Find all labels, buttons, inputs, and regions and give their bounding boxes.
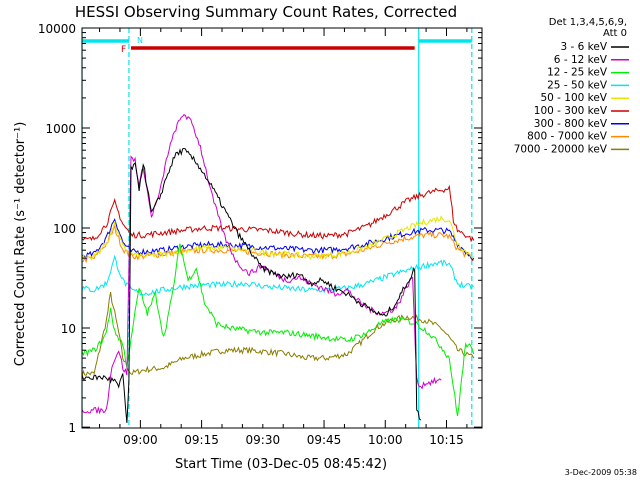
x-tick-label: 09:30 <box>246 433 281 447</box>
legend-entry-300-800-kev: 300 - 800 keV <box>534 118 608 130</box>
legend-entry-800-7000-kev: 800 - 7000 keV <box>527 131 608 143</box>
timestamp: 3-Dec-2009 05:38 <box>565 468 637 477</box>
x-tick-label: 10:15 <box>429 433 464 447</box>
legend-entry-12-25-kev: 12 - 25 keV <box>547 67 608 79</box>
legend-entry-7000-20000-kev: 7000 - 20000 keV <box>514 143 608 155</box>
series-line-6-12-kev <box>82 113 442 415</box>
legend-entry-100-300-kev: 100 - 300 keV <box>534 105 608 117</box>
y-tick-label: 10000 <box>38 22 76 36</box>
series-line-3-6-kev <box>82 147 422 423</box>
axes: 09:00 09:15 09:30 09:45 10:00 10:15 1 10 100 1000… <box>38 22 482 447</box>
x-tick-label: 10:00 <box>368 433 403 447</box>
series-line-50-100-kev <box>82 215 475 262</box>
chart-title: HESSI Observing Summary Count Rates, Cor… <box>75 3 457 21</box>
series-line-7000-20000-kev <box>82 291 475 377</box>
x-axis-label: Start Time (03-Dec-05 08:45:42) <box>175 457 387 472</box>
x-tick-label: 09:45 <box>307 433 342 447</box>
flag-label-n: N <box>137 36 143 45</box>
y-axis-label: Corrected Count Rate (s⁻¹ detector⁻¹) <box>13 122 28 367</box>
legend-entry-3-6-kev: 3 - 6 keV <box>560 41 607 53</box>
series-line-300-800-kev <box>82 218 475 261</box>
y-tick-label: 1000 <box>45 122 76 136</box>
plot-area: FN <box>82 28 475 428</box>
y-tick-label: 1 <box>68 421 76 435</box>
legend-header: Att 0 <box>603 28 627 39</box>
y-tick-label: 100 <box>53 222 76 236</box>
plot-frame <box>81 27 483 429</box>
x-tick-label: 09:00 <box>123 433 158 447</box>
night-markers <box>82 28 473 428</box>
legend-entry-6-12-kev: 6 - 12 keV <box>554 54 608 66</box>
y-tick-label: 10 <box>61 322 76 336</box>
flag-bars: FN <box>82 36 472 55</box>
flag-label-f: F <box>121 45 126 55</box>
series-line-12-25-kev <box>82 243 475 416</box>
series-line-100-300-kev <box>82 184 475 243</box>
legend-entry-25-50-kev: 25 - 50 keV <box>547 79 608 91</box>
series-lines <box>82 113 475 423</box>
legend-header: Det 1,3,4,5,6,9, <box>549 17 627 28</box>
series-line-25-50-kev <box>82 254 475 296</box>
x-tick-label: 09:15 <box>184 433 219 447</box>
legend-entry-50-100-kev: 50 - 100 keV <box>540 92 607 104</box>
